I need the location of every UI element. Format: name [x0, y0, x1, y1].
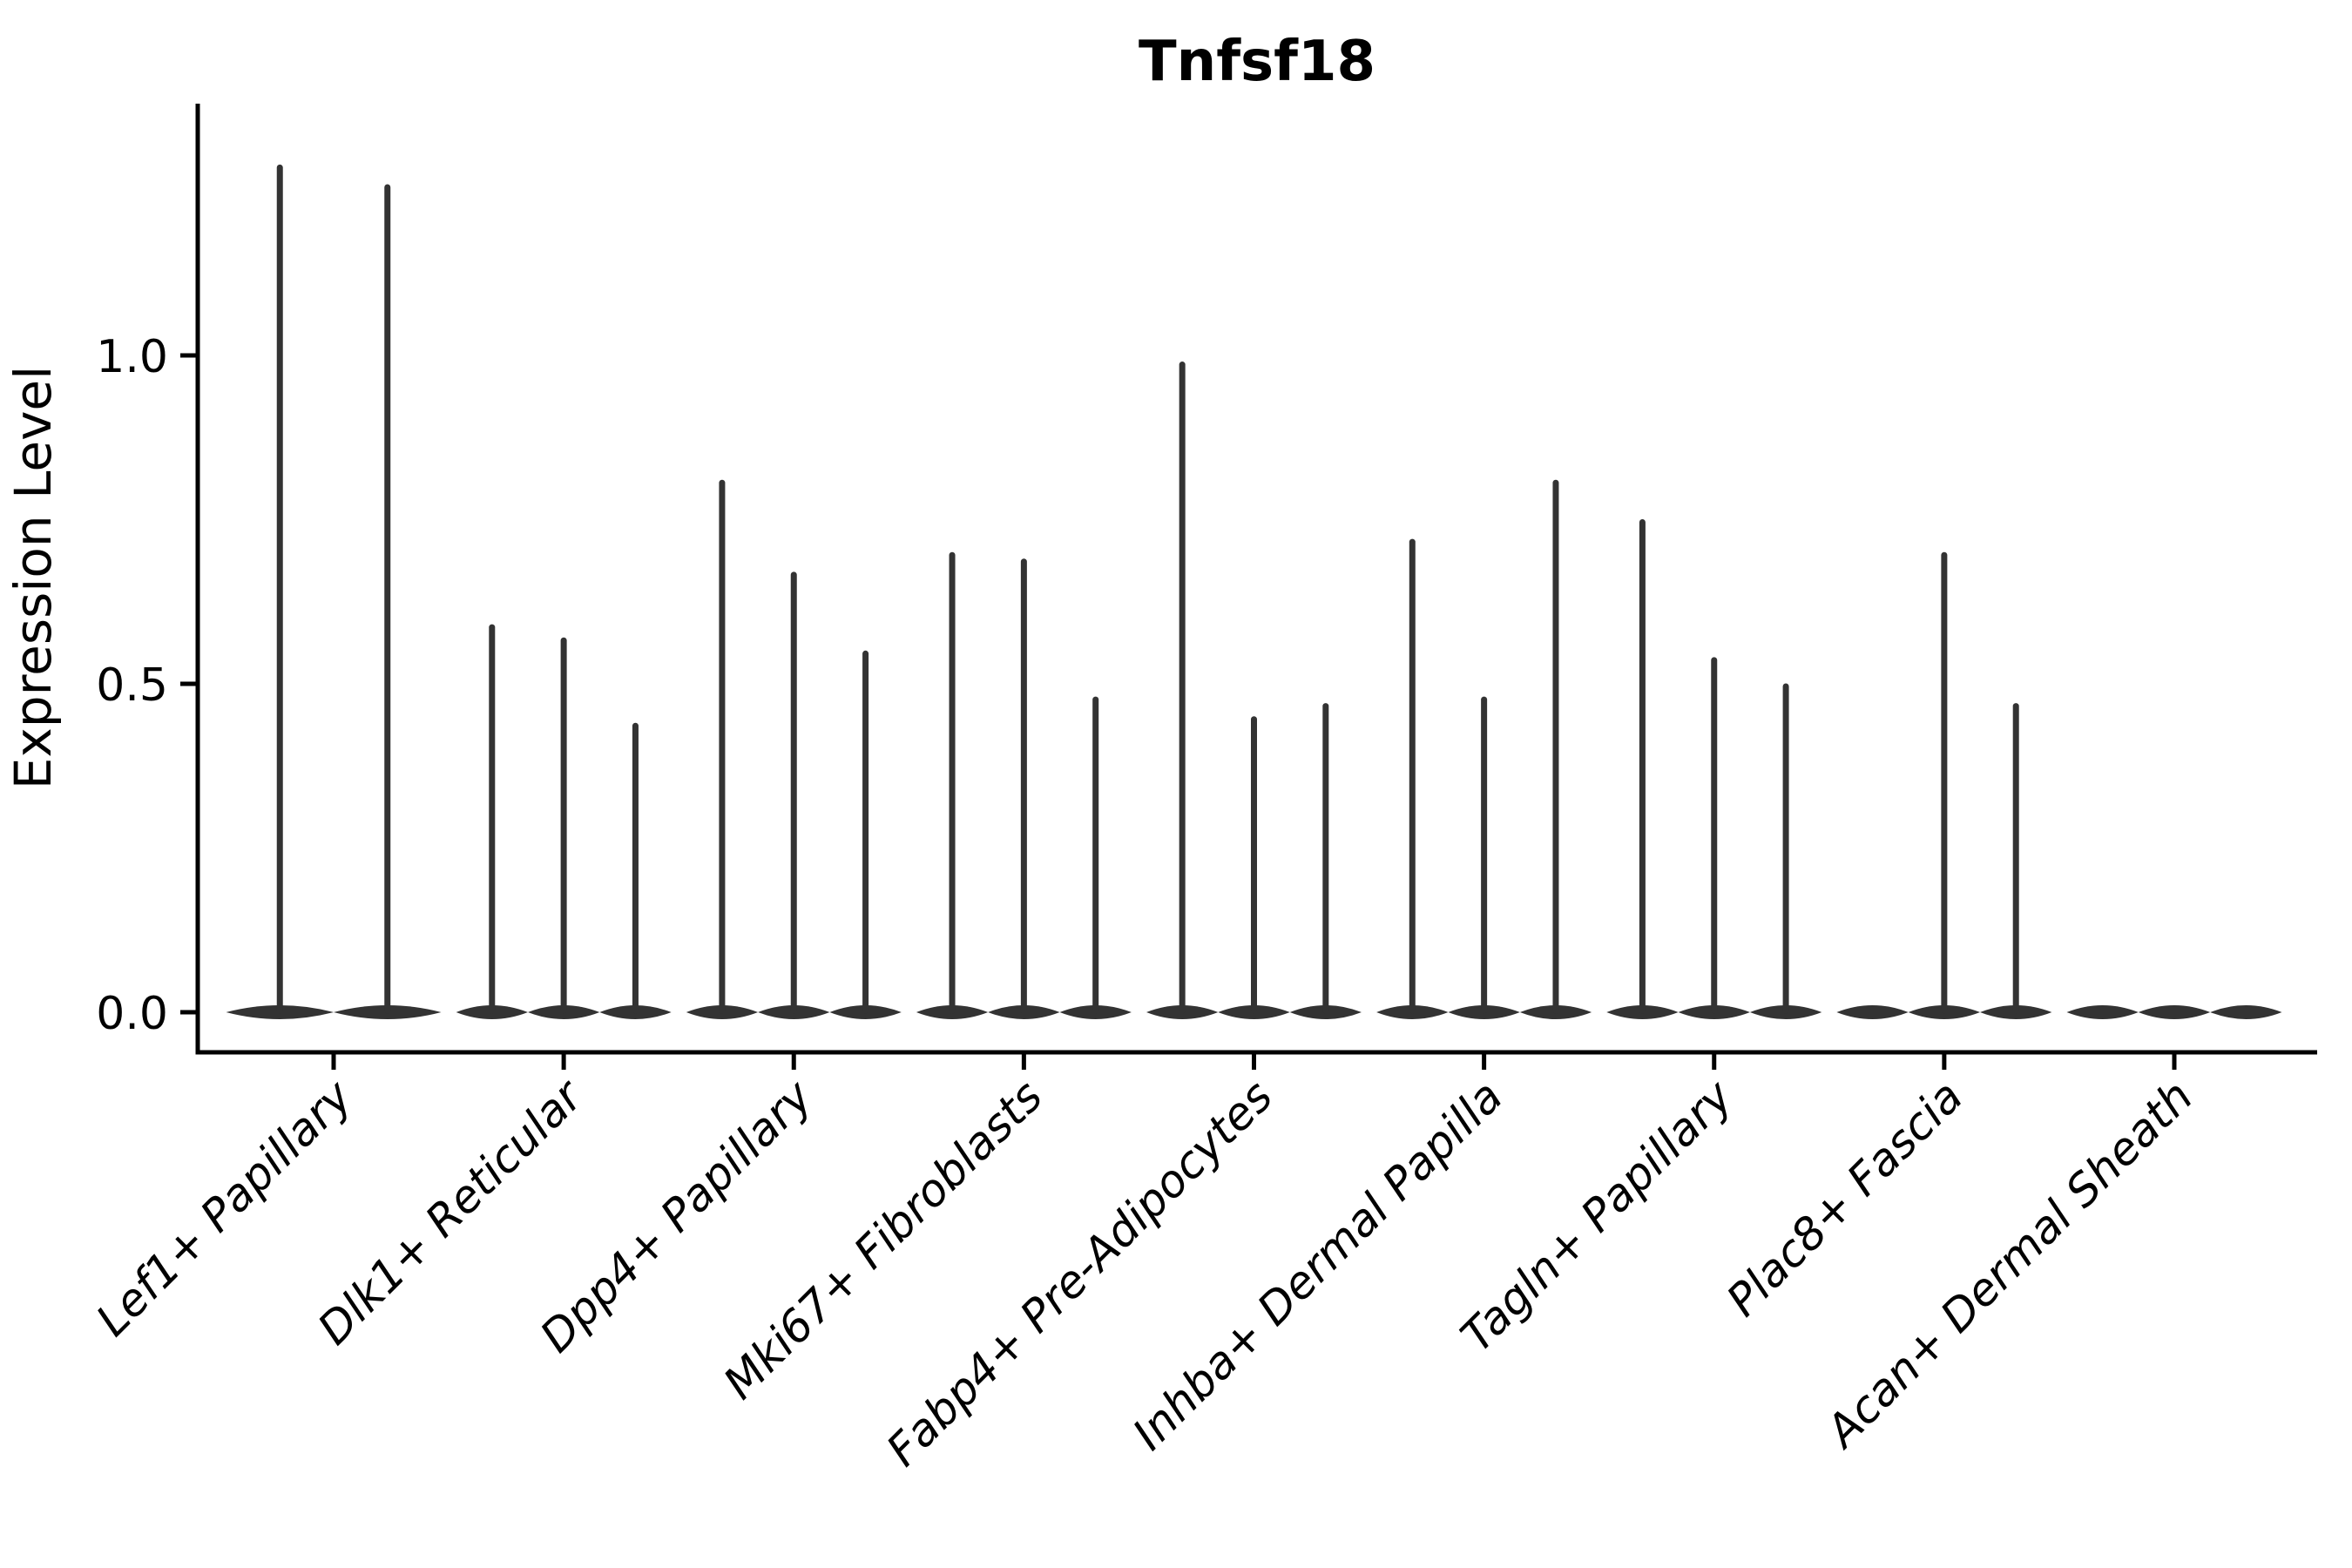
x-tick-label-8: Acan+ Dermal Sheath: [1815, 1071, 2203, 1458]
x-tick-label-7: Plac8+ Fascia: [1717, 1071, 1973, 1327]
axis-spines: [195, 104, 2317, 1055]
y-axis-label: Expression Level: [3, 366, 63, 789]
x-tick-label-4: Fabp4+ Pre-Adipocytes: [877, 1071, 1283, 1477]
violin-base-8-2: [2210, 1005, 2282, 1019]
y-tick-label-2: 1.0: [96, 331, 168, 383]
x-tick-label-5: Inhba+ Dermal Papilla: [1124, 1071, 1513, 1460]
violin-base-7-0: [1836, 1005, 1909, 1019]
plot-title: Tnfsf18: [1139, 30, 1375, 94]
y-tick-label-1: 0.5: [96, 659, 168, 712]
violins-layer: [226, 164, 2282, 1019]
violin-base-8-0: [2066, 1005, 2139, 1019]
y-tick-label-0: 0.0: [96, 988, 168, 1040]
violin-base-8-1: [2138, 1005, 2211, 1019]
